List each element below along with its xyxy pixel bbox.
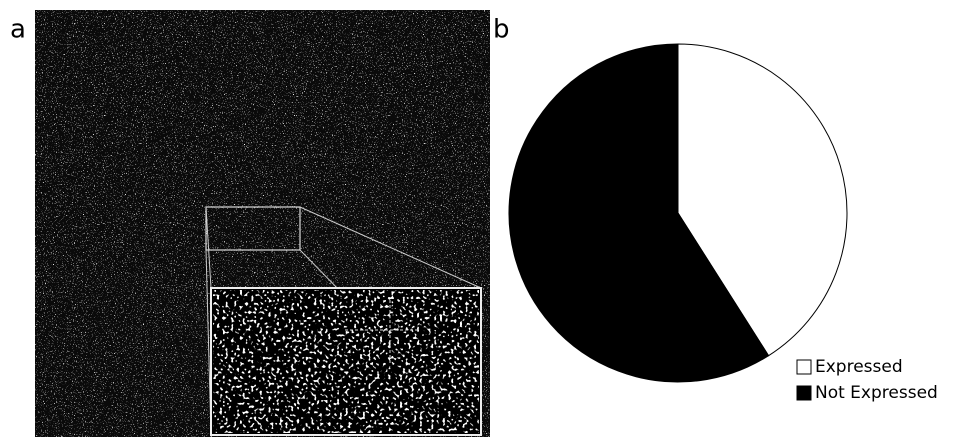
microarray-image <box>35 10 490 437</box>
legend-swatch <box>796 359 812 375</box>
pie-slice <box>677 43 848 357</box>
zoom-line <box>205 206 212 289</box>
panel-label: b <box>493 15 510 45</box>
legend-label: Expressed <box>815 357 903 377</box>
legend-label: Not Expressed <box>815 383 938 403</box>
zoom-line <box>299 206 482 289</box>
panel-label: a <box>10 15 26 45</box>
zoom-spots <box>213 290 479 433</box>
inset-region <box>205 206 301 251</box>
pie-slice <box>508 43 770 383</box>
legend-swatch <box>796 385 812 401</box>
pie-chart <box>508 43 848 383</box>
legend: Expressed Not Expressed <box>796 357 938 403</box>
